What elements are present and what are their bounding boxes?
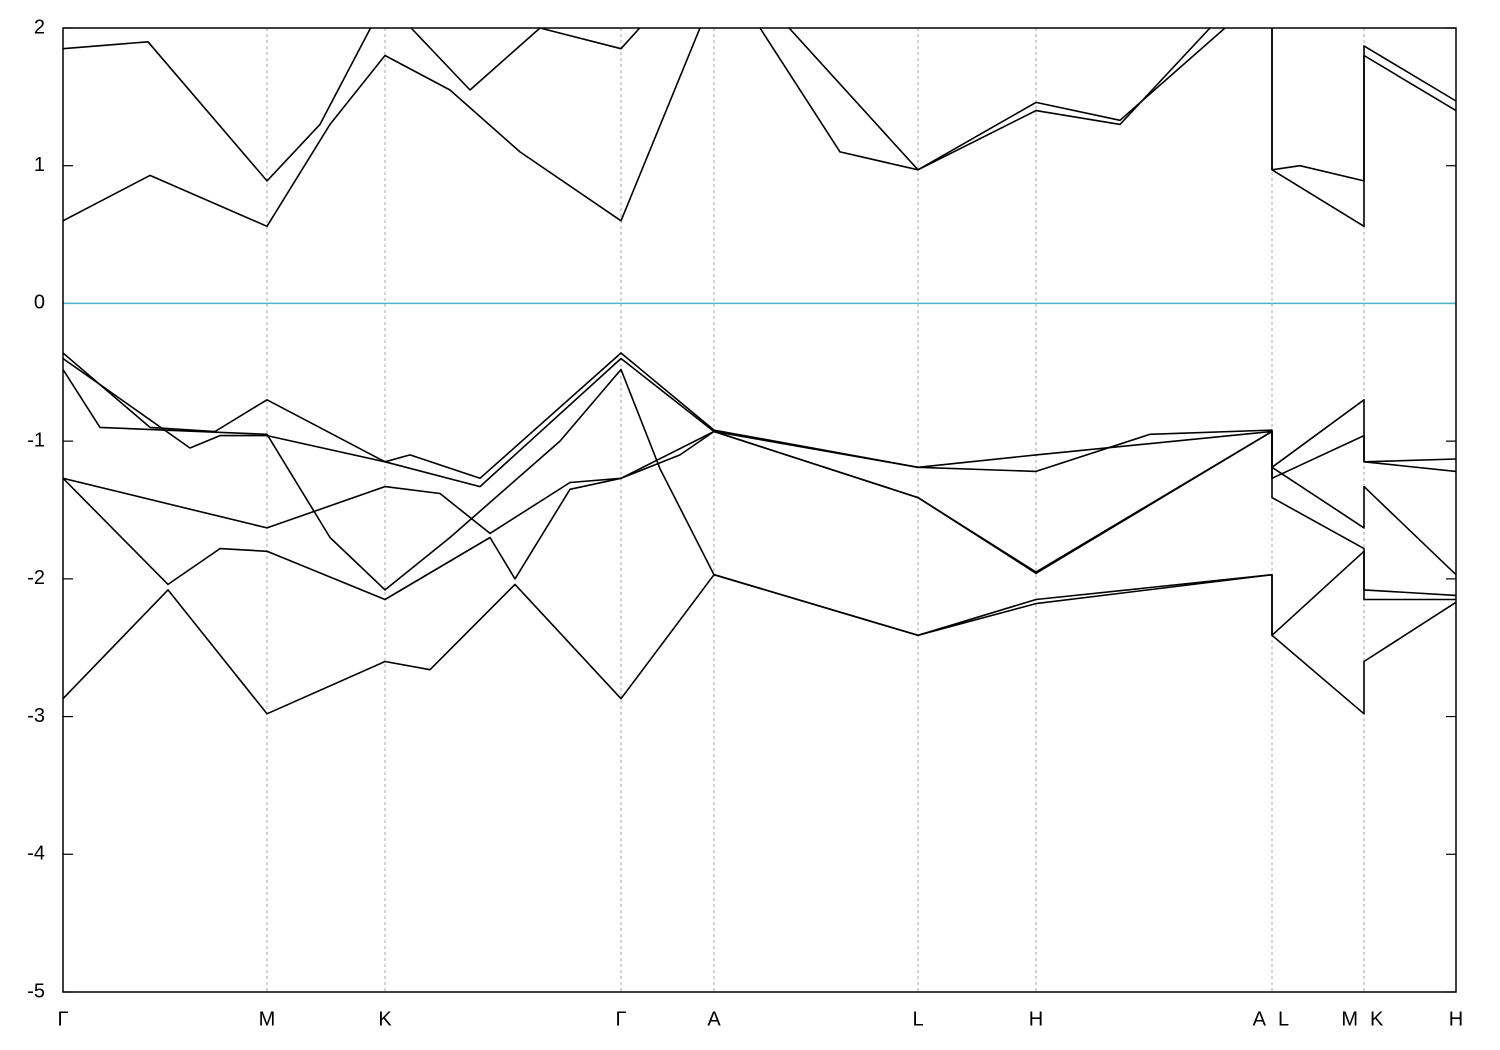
- y-tick-label: -2: [27, 567, 45, 589]
- band-line: [63, 573, 1456, 715]
- x-tick-label: A: [707, 1008, 721, 1030]
- x-tick-label: L: [1278, 1008, 1289, 1030]
- y-tick-label: 0: [34, 292, 45, 314]
- band-line: [63, 28, 1456, 182]
- x-tick-label: K: [1370, 1008, 1384, 1030]
- x-tick-label: Γ: [57, 1008, 68, 1030]
- y-tick-label: -4: [27, 843, 45, 865]
- y-tick-label: -3: [27, 705, 45, 727]
- band-line: [63, 352, 1456, 480]
- grid: [62, 27, 1457, 993]
- band-line: [63, 28, 1456, 228]
- y-tick-label: -1: [27, 429, 45, 451]
- x-tick-label: L: [912, 1008, 923, 1030]
- y-tick-label: 1: [34, 154, 45, 176]
- x-tick-label: M: [1341, 1008, 1358, 1030]
- plot-frame: [62, 27, 1457, 993]
- x-tick-label: M: [259, 1008, 276, 1030]
- band-line: [63, 357, 1456, 488]
- x-tick-label: A: [1253, 1008, 1267, 1030]
- band-line: [63, 430, 1456, 601]
- bands: [63, 28, 1456, 715]
- y-tick-label: -5: [27, 980, 45, 1002]
- x-tick-label: H: [1029, 1008, 1043, 1030]
- x-tick-label: K: [378, 1008, 392, 1030]
- x-tick-label: H: [1449, 1008, 1463, 1030]
- band-line: [63, 430, 1456, 576]
- band-line: [63, 368, 1456, 637]
- y-tick-label: 2: [34, 16, 45, 38]
- x-tick-label: Γ: [615, 1008, 626, 1030]
